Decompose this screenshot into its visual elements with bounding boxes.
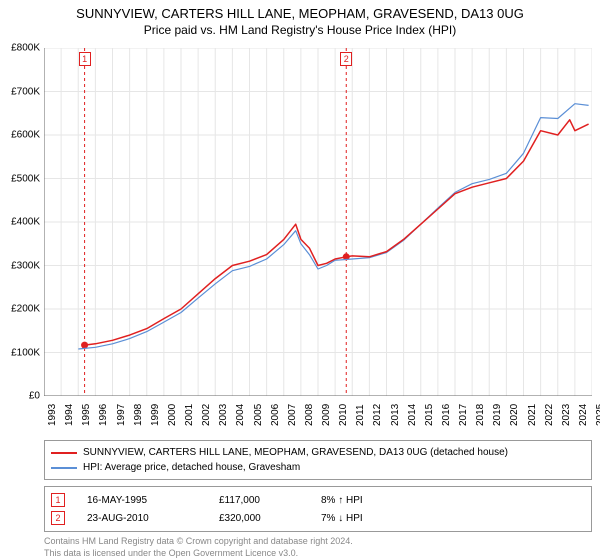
- x-tick-label: 2025: [595, 404, 600, 426]
- x-tick-label: 2011: [355, 404, 366, 426]
- chart-marker-label: 1: [79, 52, 91, 66]
- y-axis-labels: £0£100K£200K£300K£400K£500K£600K£700K£80…: [0, 48, 44, 396]
- x-tick-label: 1999: [150, 404, 161, 426]
- x-tick-label: 2010: [338, 404, 349, 426]
- x-tick-label: 2021: [527, 404, 538, 426]
- y-tick-label: £400K: [11, 217, 40, 228]
- chart-svg: [44, 48, 592, 396]
- y-tick-label: £200K: [11, 304, 40, 315]
- marker-price: £117,000: [219, 495, 299, 506]
- x-tick-label: 1993: [47, 404, 58, 426]
- legend-swatch: [51, 467, 77, 469]
- x-tick-label: 2008: [304, 404, 315, 426]
- marker-table: 1 16-MAY-1995 £117,000 8% ↑ HPI 2 23-AUG…: [44, 486, 592, 532]
- chart-container: SUNNYVIEW, CARTERS HILL LANE, MEOPHAM, G…: [0, 0, 600, 560]
- marker-number-box: 2: [51, 511, 65, 525]
- x-tick-label: 2015: [424, 404, 435, 426]
- y-tick-label: £700K: [11, 86, 40, 97]
- marker-number-box: 1: [51, 493, 65, 507]
- x-tick-label: 2007: [287, 404, 298, 426]
- x-tick-label: 2001: [184, 404, 195, 426]
- chart-plot-area: 12: [44, 48, 592, 396]
- legend: SUNNYVIEW, CARTERS HILL LANE, MEOPHAM, G…: [44, 440, 592, 480]
- y-tick-label: £600K: [11, 130, 40, 141]
- marker-delta: 8% ↑ HPI: [321, 495, 363, 506]
- x-tick-label: 1997: [116, 404, 127, 426]
- x-tick-label: 1995: [81, 404, 92, 426]
- x-tick-label: 2003: [218, 404, 229, 426]
- x-tick-label: 2023: [561, 404, 572, 426]
- license-text: Contains HM Land Registry data © Crown c…: [44, 536, 592, 559]
- x-tick-label: 1994: [64, 404, 75, 426]
- x-tick-label: 2022: [544, 404, 555, 426]
- marker-delta: 7% ↓ HPI: [321, 513, 363, 524]
- y-tick-label: £300K: [11, 260, 40, 271]
- x-tick-label: 2002: [201, 404, 212, 426]
- x-tick-label: 2006: [270, 404, 281, 426]
- x-tick-label: 2024: [578, 404, 589, 426]
- x-tick-label: 2017: [458, 404, 469, 426]
- x-tick-label: 2005: [253, 404, 264, 426]
- chart-marker-label: 2: [340, 52, 352, 66]
- marker-row: 2 23-AUG-2010 £320,000 7% ↓ HPI: [51, 509, 585, 527]
- x-tick-label: 2019: [492, 404, 503, 426]
- x-tick-label: 2018: [475, 404, 486, 426]
- marker-price: £320,000: [219, 513, 299, 524]
- x-tick-label: 2016: [441, 404, 452, 426]
- marker-date: 16-MAY-1995: [87, 495, 197, 506]
- y-tick-label: £0: [29, 391, 40, 402]
- x-tick-label: 2020: [509, 404, 520, 426]
- x-axis-labels: 1993 1994 1995 1996 1997 1998 1999 2000 2001 2002…: [44, 396, 592, 440]
- x-tick-label: 1998: [133, 404, 144, 426]
- title-block: SUNNYVIEW, CARTERS HILL LANE, MEOPHAM, G…: [0, 0, 600, 37]
- legend-label: HPI: Average price, detached house, Grav…: [83, 460, 300, 475]
- x-tick-label: 2009: [321, 404, 332, 426]
- x-tick-label: 2012: [372, 404, 383, 426]
- x-tick-label: 1996: [98, 404, 109, 426]
- legend-swatch: [51, 452, 77, 454]
- x-tick-label: 2000: [167, 404, 178, 426]
- legend-row: HPI: Average price, detached house, Grav…: [51, 460, 585, 475]
- x-tick-label: 2013: [390, 404, 401, 426]
- chart-footer: SUNNYVIEW, CARTERS HILL LANE, MEOPHAM, G…: [44, 440, 592, 559]
- chart-title: SUNNYVIEW, CARTERS HILL LANE, MEOPHAM, G…: [0, 6, 600, 21]
- x-tick-label: 2014: [407, 404, 418, 426]
- y-tick-label: £800K: [11, 43, 40, 54]
- y-tick-label: £100K: [11, 347, 40, 358]
- x-tick-label: 2004: [235, 404, 246, 426]
- marker-date: 23-AUG-2010: [87, 513, 197, 524]
- y-tick-label: £500K: [11, 173, 40, 184]
- chart-subtitle: Price paid vs. HM Land Registry's House …: [0, 23, 600, 37]
- legend-row: SUNNYVIEW, CARTERS HILL LANE, MEOPHAM, G…: [51, 445, 585, 460]
- marker-row: 1 16-MAY-1995 £117,000 8% ↑ HPI: [51, 491, 585, 509]
- legend-label: SUNNYVIEW, CARTERS HILL LANE, MEOPHAM, G…: [83, 445, 508, 460]
